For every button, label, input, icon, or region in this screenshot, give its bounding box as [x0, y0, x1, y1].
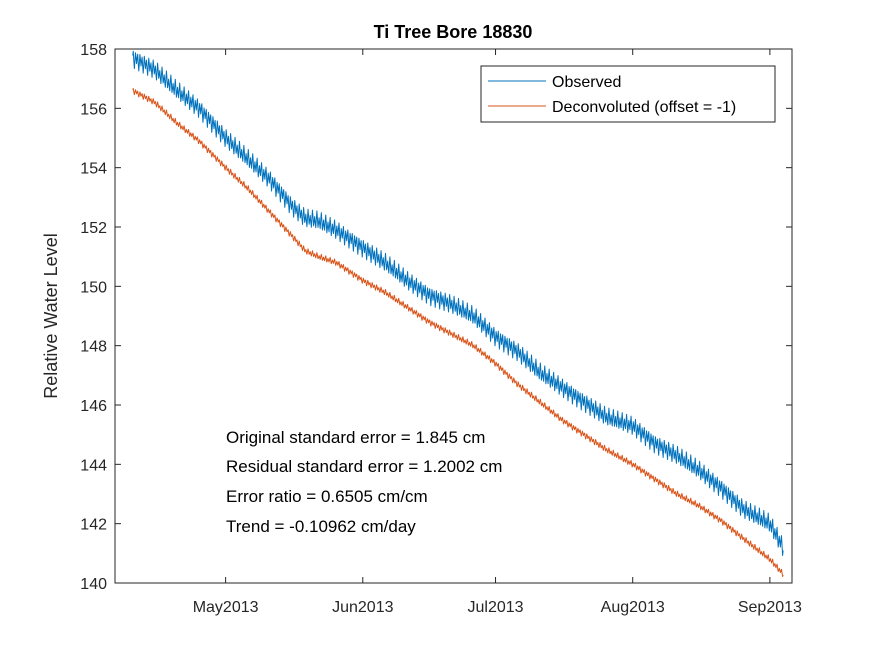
legend: Observed Deconvoluted (offset = -1) [480, 65, 776, 123]
annotations: Original standard error = 1.845 cm Resid… [226, 428, 502, 536]
annotation-error-ratio: Error ratio = 0.6505 cm/cm [226, 487, 428, 506]
y-tick-label: 152 [80, 220, 107, 237]
annotation-original-error: Original standard error = 1.845 cm [226, 428, 485, 447]
y-tick-label: 150 [80, 279, 107, 296]
y-tick-label: 146 [80, 398, 107, 415]
y-tick-label: 156 [80, 101, 107, 118]
x-tick-label: Jul2013 [468, 599, 524, 616]
plot-frame [114, 48, 793, 584]
legend-label-observed: Observed [552, 74, 621, 91]
series-line-observed [132, 50, 784, 556]
y-tick-label: 154 [80, 161, 107, 178]
chart-title: Ti Tree Bore 18830 [374, 22, 533, 42]
y-tick-label: 158 [80, 42, 107, 59]
y-tick-label: 142 [80, 517, 107, 534]
annotation-residual-error: Residual standard error = 1.2002 cm [226, 457, 502, 476]
series-lines [132, 50, 784, 577]
annotation-trend: Trend = -0.10962 cm/day [226, 517, 416, 536]
ticks: 140 142 144 146 148 150 152 154 156 158 May2013 Jun… [80, 42, 802, 616]
x-tick-label: Jun2013 [332, 599, 393, 616]
y-axis-title: Relative Water Level [41, 233, 61, 398]
y-tick-label: 140 [80, 576, 107, 593]
legend-label-deconvoluted: Deconvoluted (offset = -1) [552, 99, 736, 116]
series-line-deconvoluted [132, 88, 784, 577]
y-tick-label: 148 [80, 339, 107, 356]
y-tick-label: 144 [80, 457, 107, 474]
legend-box [480, 65, 776, 123]
x-tick-label: May2013 [193, 599, 259, 616]
x-tick-label: Aug2013 [601, 599, 665, 616]
x-tick-label: Sep2013 [738, 599, 802, 616]
